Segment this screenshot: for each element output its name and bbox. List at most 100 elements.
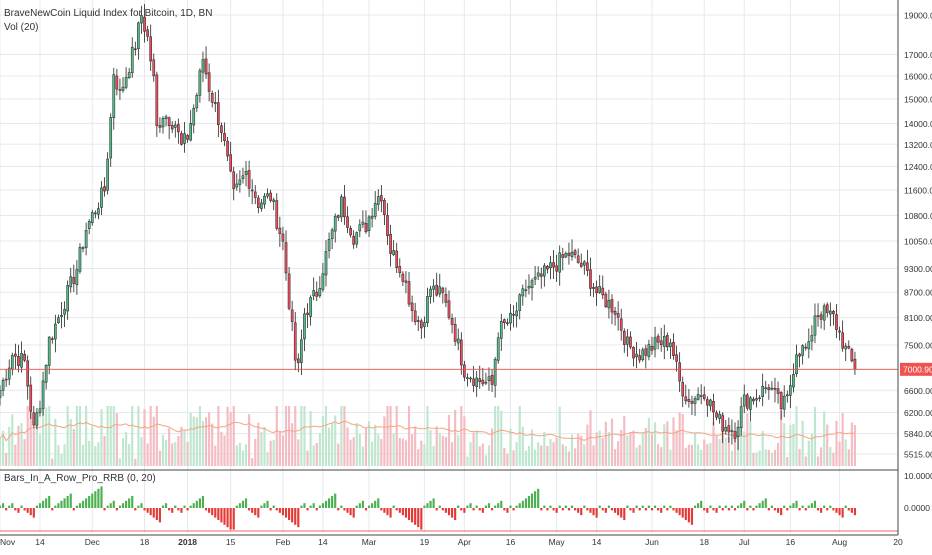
- volume-bar: [183, 430, 186, 466]
- indicator-bar-down: [5, 508, 8, 511]
- candle: [475, 370, 479, 397]
- indicator-bar-down: [281, 508, 285, 516]
- candle-body: [475, 377, 479, 387]
- indicator-bar-up: [8, 505, 11, 508]
- indicator-bar-down: [29, 508, 32, 516]
- candle-body: [44, 365, 48, 383]
- candle: [616, 301, 620, 331]
- candle: [35, 407, 39, 430]
- candle: [235, 173, 239, 191]
- time-axis[interactable]: Nov 14 Dec 18 2018 15 Feb 14 Mar 19 Apr 16 May 14 Jun 1…: [0, 537, 903, 547]
- candle: [807, 328, 811, 359]
- indicator-bar-down: [780, 508, 783, 516]
- candle: [281, 226, 285, 251]
- indicator-bar-up: [537, 488, 540, 508]
- candle: [253, 185, 257, 205]
- candle-body: [835, 314, 838, 330]
- candle: [124, 67, 128, 90]
- candle: [343, 184, 346, 225]
- indicator-bar-down: [134, 508, 137, 511]
- volume-bar: [309, 411, 312, 466]
- candle-body: [515, 310, 518, 317]
- candle-body: [795, 354, 798, 375]
- volume-bar: [66, 406, 69, 466]
- candle-body: [266, 193, 269, 197]
- indicator-bar-up: [266, 500, 269, 508]
- indicator-bar-down: [586, 508, 589, 511]
- volume-bar: [798, 449, 801, 466]
- indicator-bar-up: [94, 491, 97, 508]
- indicator-bar-up: [137, 505, 140, 508]
- candle-body: [490, 375, 494, 385]
- indicator-bar-down: [383, 508, 386, 513]
- indicator-bar-up: [518, 503, 521, 508]
- indicator-bar-down: [773, 508, 777, 511]
- indicator-bar-down: [733, 508, 737, 511]
- price-tick-label: 9300.00: [904, 264, 932, 274]
- indicator-bar-down: [666, 508, 669, 511]
- volume-bar: [684, 447, 687, 466]
- candle-body: [416, 320, 420, 322]
- indicator-bar-down: [23, 508, 26, 511]
- volume-bar: [724, 437, 727, 466]
- candle-body: [552, 262, 555, 268]
- volume-bar: [764, 449, 767, 466]
- candle: [309, 295, 312, 326]
- indicator-bar-down: [232, 508, 235, 530]
- candle: [241, 167, 245, 184]
- candle-body: [195, 95, 199, 109]
- volume-bar: [60, 453, 63, 466]
- candle-body: [29, 384, 33, 412]
- price-axis[interactable]: 5515.005840.006200.006600.007000.007500.…: [900, 11, 932, 514]
- indicator-bar-up: [41, 500, 45, 508]
- candle-body: [327, 239, 331, 251]
- indicator-bar-up: [131, 496, 134, 508]
- candle: [103, 177, 106, 197]
- volume-bar: [266, 452, 269, 466]
- volume-bar: [177, 436, 180, 466]
- candle-body: [376, 196, 380, 205]
- indicator-bar-up: [78, 503, 82, 508]
- volume-bar: [1, 430, 5, 466]
- candle-body: [681, 382, 685, 397]
- indicator-bar-down: [217, 508, 220, 520]
- candle: [220, 122, 223, 143]
- indicator-bar-down: [589, 508, 592, 513]
- candle-body: [441, 287, 445, 293]
- time-tick-label: Aug: [832, 537, 847, 547]
- time-tick-label: Nov: [0, 537, 16, 547]
- volume-bar: [730, 450, 734, 466]
- candle-body: [41, 380, 45, 409]
- indicator-bar-up: [509, 505, 512, 508]
- candle-body: [776, 388, 780, 394]
- volume-bar: [607, 431, 610, 466]
- candle-body: [626, 336, 629, 345]
- volume-bar: [583, 444, 586, 466]
- candle-body: [450, 317, 454, 325]
- candle: [29, 376, 33, 420]
- candle-body: [370, 215, 374, 219]
- candle-body: [186, 135, 189, 140]
- candle: [644, 344, 648, 369]
- volume-bar: [324, 406, 328, 466]
- candle: [813, 303, 817, 344]
- candle-body: [20, 353, 23, 368]
- indicator-bar-down: [284, 508, 288, 518]
- candle: [804, 343, 808, 351]
- volume-bar: [635, 447, 638, 466]
- candle-body: [355, 232, 359, 245]
- candle-body: [466, 377, 469, 379]
- candle-body: [35, 412, 39, 426]
- volume-bar: [810, 433, 813, 466]
- volume-bar: [657, 444, 660, 466]
- volume-bar: [703, 439, 706, 466]
- candle: [567, 242, 571, 265]
- candle-body: [155, 74, 159, 127]
- indicator-bar-down: [186, 508, 189, 511]
- indicator-bar-down: [552, 508, 555, 511]
- candle-body: [675, 354, 678, 362]
- indicator-bar-down: [610, 508, 614, 511]
- volume-bar: [115, 413, 118, 466]
- candle-body: [536, 272, 540, 277]
